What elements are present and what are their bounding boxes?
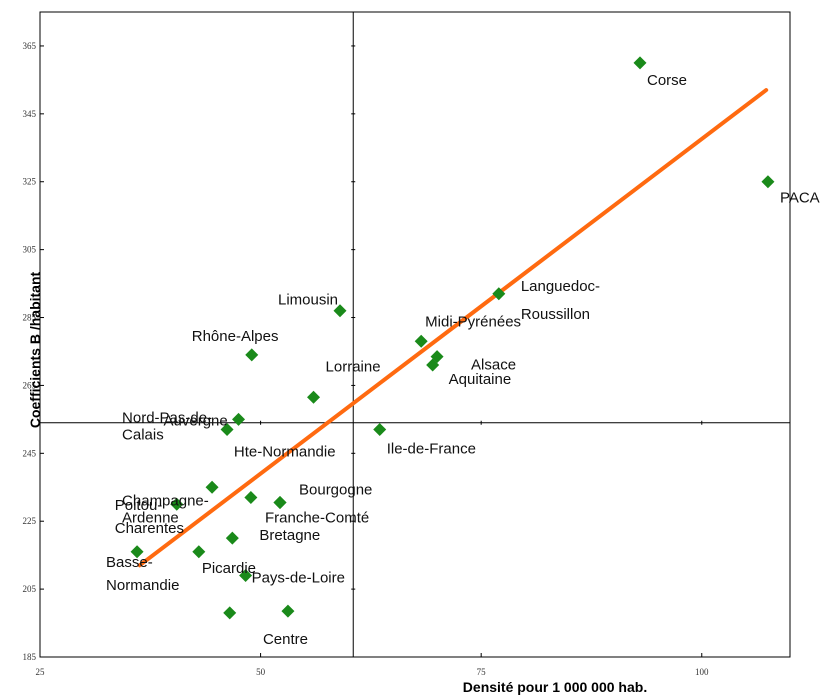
point-label-auvergne: Auvergne xyxy=(164,412,228,429)
point-label-rh-ne-alpes: Rhône-Alpes xyxy=(192,328,279,345)
point-label-basse-normandie: Basse- xyxy=(106,554,153,571)
data-point-basse-normandie xyxy=(130,545,144,559)
point-label-ile-de-france: Ile-de-France xyxy=(387,441,476,458)
plot-area xyxy=(39,11,791,658)
data-point-nord-pas-de-calais xyxy=(220,423,234,437)
point-label-poitou-charentes: Poitou- xyxy=(115,497,163,514)
point-label-champagne-ardenne: Champagne- xyxy=(122,492,209,509)
point-label-basse-normandie: Normandie xyxy=(106,577,179,594)
point-label-champagne-ardenne: Ardenne xyxy=(122,509,179,526)
data-point-champagne-ardenne xyxy=(205,480,219,494)
data-point-midi-pyr-n-es xyxy=(414,334,428,348)
data-point-ile-de-france xyxy=(373,423,387,437)
data-point-auvergne xyxy=(232,412,246,426)
trend-line xyxy=(137,88,769,568)
y-tick-label: 225 xyxy=(23,516,37,526)
data-point-poitou-charentes xyxy=(170,497,184,511)
y-tick-label: 245 xyxy=(23,448,37,458)
point-label-limousin: Limousin xyxy=(278,292,338,309)
x-tick-label: 50 xyxy=(256,667,266,677)
y-tick-label: 265 xyxy=(23,380,37,390)
x-tick-label: 100 xyxy=(695,667,709,677)
point-label-aquitaine: Aquitaine xyxy=(449,371,512,388)
point-label-pays-de-loire: Pays-de-Loire xyxy=(252,570,345,587)
data-point-corse xyxy=(633,56,647,70)
point-label-nord-pas-de-calais: Calais xyxy=(122,427,164,444)
y-tick-label: 365 xyxy=(23,41,37,51)
data-point-bretagne xyxy=(225,531,239,545)
y-tick-label: 285 xyxy=(23,313,37,323)
data-point-picardie xyxy=(192,545,206,559)
point-label-lorraine: Lorraine xyxy=(326,358,381,375)
point-label-corse: Corse xyxy=(647,72,687,89)
point-label-hte-normandie: Hte-Normandie xyxy=(234,443,336,460)
point-label-midi-pyr-n-es: Midi-Pyrénées xyxy=(425,313,521,330)
y-tick-label: 205 xyxy=(23,584,37,594)
data-point-lorraine xyxy=(307,390,321,404)
point-label-languedoc-roussillon: Roussillon xyxy=(521,306,590,323)
point-label-languedoc-roussillon: Languedoc- xyxy=(521,278,600,295)
y-tick-label: 325 xyxy=(23,177,37,187)
x-tick-label: 75 xyxy=(477,667,487,677)
y-tick-label: 305 xyxy=(23,245,37,255)
point-label-alsace: Alsace xyxy=(471,357,516,374)
data-point-rh-ne-alpes xyxy=(245,348,259,362)
point-label-bourgogne: Bourgogne xyxy=(299,482,372,499)
point-label-bretagne: Bretagne xyxy=(259,527,320,544)
y-tick-label: 345 xyxy=(23,109,37,119)
data-point-pays-de-loire xyxy=(239,569,253,583)
point-label-franche-comt-: Franche-Comté xyxy=(265,510,369,527)
x-axis-title: Densité pour 1 000 000 hab. xyxy=(463,679,647,695)
data-point-franche-comt- xyxy=(273,496,287,510)
point-label-centre: Centre xyxy=(263,631,308,648)
data-point-hte-normandie xyxy=(244,490,258,504)
data-point-paca xyxy=(761,175,775,189)
data-point-languedoc-roussillon xyxy=(492,287,506,301)
point-label-nord-pas-de-calais: Nord-Pas-de- xyxy=(122,410,212,427)
data-point-centre xyxy=(281,604,295,618)
data-point-centre-2 xyxy=(223,606,237,620)
data-point-limousin xyxy=(333,304,347,318)
y-tick-label: 185 xyxy=(23,652,37,662)
y-axis-title: Coefficients B /habitant xyxy=(27,271,43,428)
point-label-paca: PACA xyxy=(780,190,820,207)
x-tick-label: 25 xyxy=(36,667,46,677)
point-label-poitou-charentes: Charentes xyxy=(115,520,184,537)
point-label-picardie: Picardie xyxy=(202,560,256,577)
data-point-aquitaine xyxy=(426,358,440,372)
